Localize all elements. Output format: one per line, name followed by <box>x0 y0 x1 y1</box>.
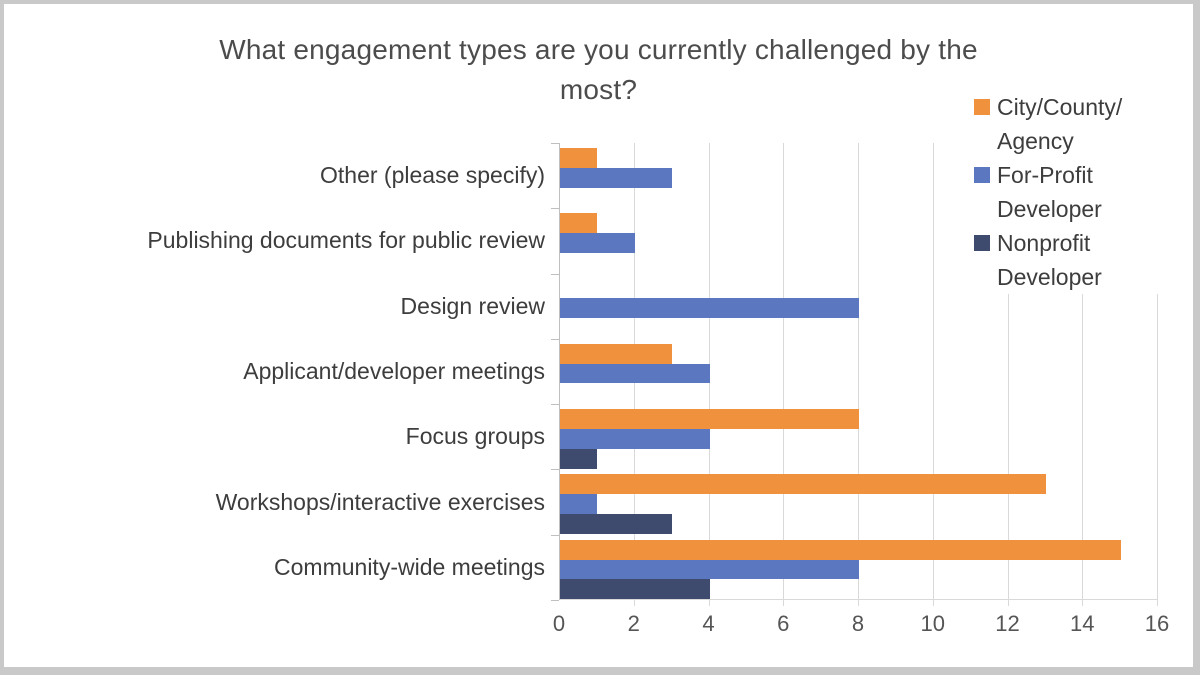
x-tick-label: 2 <box>627 611 640 636</box>
bar-for-profit-developer <box>560 167 673 188</box>
category-label: Community-wide meetings <box>274 553 545 580</box>
legend-label-line: For-Profit <box>997 162 1093 188</box>
legend-item: For-Profit Developer <box>974 158 1190 226</box>
category-tick <box>551 274 559 275</box>
legend-item: City/County/Agency <box>974 90 1190 158</box>
chart-title: What engagement types are you currently … <box>4 30 1193 110</box>
x-tick-label: 10 <box>920 611 945 636</box>
bar-nonprofit-developer <box>560 514 673 534</box>
bar-for-profit-developer <box>560 298 859 319</box>
category-label: Focus groups <box>405 423 545 450</box>
bar-for-profit-developer <box>560 363 710 384</box>
gridline <box>783 143 785 606</box>
category-tick <box>551 404 559 405</box>
gridline <box>1082 143 1084 606</box>
legend-label: Nonprofit Developer <box>997 226 1102 294</box>
chart-title-line: most? <box>559 74 638 105</box>
bar-for-profit-developer <box>560 428 710 449</box>
legend-label-line: Nonprofit <box>997 230 1091 256</box>
bar-city-county-agency <box>560 213 598 234</box>
x-tick-label: 14 <box>1070 611 1095 636</box>
legend-label: For-Profit Developer <box>997 158 1102 226</box>
plot-area <box>551 143 1158 606</box>
y-axis-line <box>559 143 560 600</box>
legend-swatch <box>974 99 990 115</box>
bar-for-profit-developer <box>560 233 635 253</box>
legend-item: Nonprofit Developer <box>974 226 1190 294</box>
legend-label-line: City/County/ <box>997 94 1123 120</box>
bar-nonprofit-developer <box>560 579 710 600</box>
chart-panel: What engagement types are you currently … <box>4 4 1193 667</box>
bar-city-county-agency <box>560 343 673 364</box>
gridline <box>858 143 859 606</box>
x-tick-label: 4 <box>702 611 715 636</box>
gridline <box>1157 143 1158 606</box>
chart-title-line: What engagement types are you currently … <box>219 34 978 65</box>
gridline <box>1007 143 1009 606</box>
legend-label: City/County/Agency <box>997 90 1122 158</box>
legend-swatch <box>974 235 990 251</box>
gridline <box>932 143 934 606</box>
legend-swatch <box>974 167 990 183</box>
bar-for-profit-developer <box>560 559 859 580</box>
legend: City/County/Agency For-Profit Developer Non… <box>974 90 1190 294</box>
bar-city-county-agency <box>560 539 1121 560</box>
category-tick <box>551 469 559 470</box>
bar-city-county-agency <box>560 474 1046 495</box>
category-tick <box>551 143 559 144</box>
bar-city-county-agency <box>560 148 598 168</box>
category-label: Design review <box>400 292 545 319</box>
category-tick <box>551 535 559 536</box>
category-label: Workshops/interactive exercises <box>215 488 545 515</box>
x-tick-label: 12 <box>995 611 1020 636</box>
x-tick-label: 0 <box>552 611 566 636</box>
legend-label-line: Developer <box>997 196 1102 222</box>
x-tick-label: 6 <box>777 611 790 636</box>
category-label: Other (please specify) <box>320 162 545 189</box>
bar-nonprofit-developer <box>560 448 598 469</box>
category-tick <box>551 208 559 209</box>
x-tick-label: 16 <box>1144 611 1170 636</box>
category-tick <box>551 339 559 340</box>
x-tick-label: 8 <box>851 611 865 636</box>
legend-label-line: Agency <box>997 128 1074 154</box>
category-label: Applicant/developer meetings <box>243 357 545 384</box>
category-tick <box>551 600 559 601</box>
category-label: Publishing documents for public review <box>147 227 545 254</box>
bar-for-profit-developer <box>560 494 598 515</box>
legend-label-line: Developer <box>997 264 1102 290</box>
bar-city-county-agency <box>560 409 859 429</box>
